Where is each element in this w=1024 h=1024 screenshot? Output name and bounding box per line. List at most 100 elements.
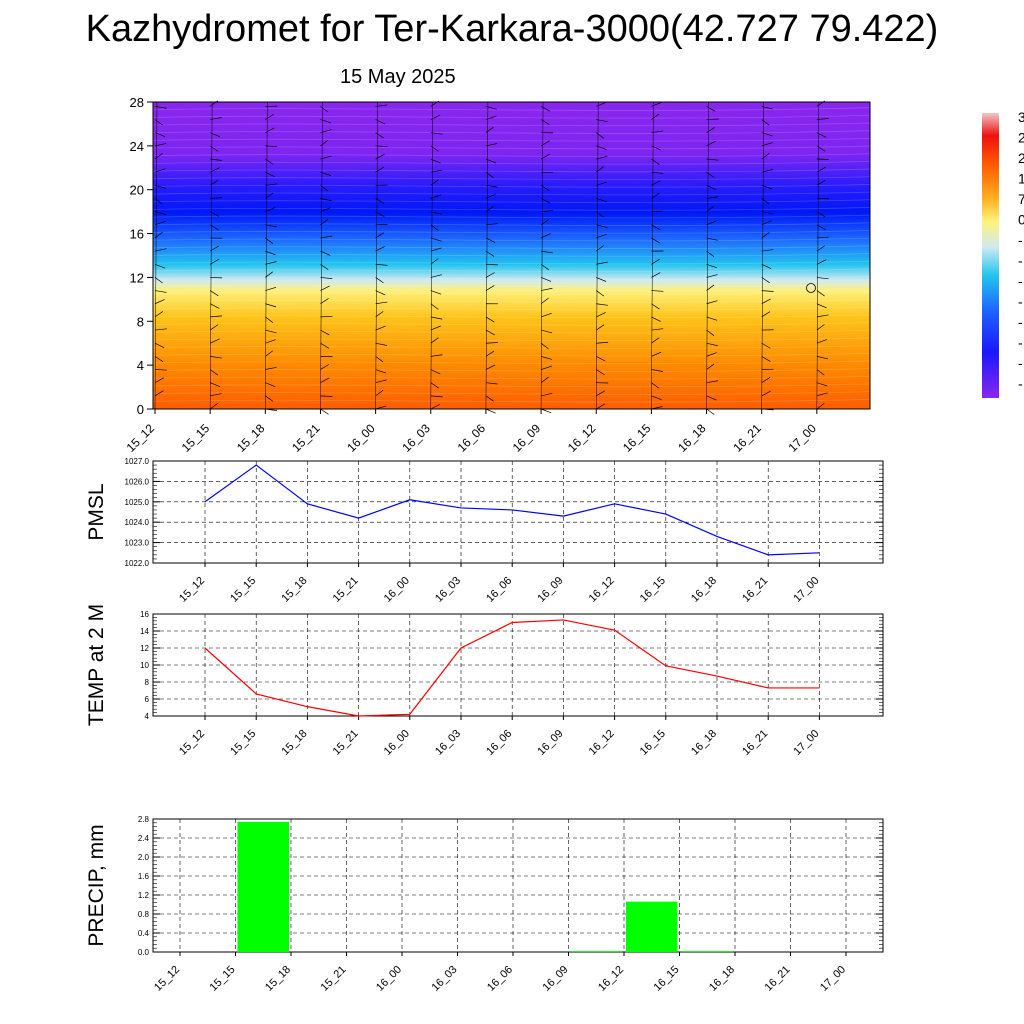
wind-barb [816,324,825,331]
wind-barb [706,316,718,321]
wind-barb [485,263,498,266]
wind-barb [651,337,660,344]
wind-barb [596,324,605,331]
y-tick-label: 1024.0 [125,518,150,527]
x-tick-label: 16_03 [433,575,463,605]
wind-barb [265,224,277,228]
x-tick-label: 15_18 [279,728,309,758]
precip-bar [626,901,678,952]
x-tick-label: 15_12 [177,728,207,758]
wind-barb [761,311,771,318]
y-tick-label: 0.8 [138,910,150,919]
wind-barb [154,221,166,226]
wind-barb [209,369,219,376]
wind-barb [430,211,443,215]
wind-barb [485,350,495,357]
x-tick-label: 15_21 [331,728,361,758]
wind-barb [816,245,826,252]
wind-barb [265,329,277,334]
colorbar-label: - [1018,253,1023,269]
wind-barb [706,342,718,347]
wind-barb [485,316,495,323]
wind-barb [651,224,661,231]
wind-barb [651,382,660,389]
wind-barb [430,337,439,344]
wind-barb [816,356,829,360]
colorbar-label: - [1018,355,1023,371]
wind-barb [485,237,496,243]
wind-barb [816,132,827,138]
wind-barb [265,395,274,402]
wind-column [265,101,268,410]
wind-barb [485,272,495,278]
x-tick-label: 15_18 [279,575,309,605]
x-tick-label: 15_12 [124,421,158,455]
colorbar: 3 2 2 1 7 0 - - - - - - - - [982,109,1024,398]
y-tick-label: 8 [137,314,144,329]
x-tick-label: 16_15 [638,575,668,605]
wind-barb [265,271,273,278]
y-tick-label: 12 [130,270,144,285]
x-tick-label: 15_21 [289,421,323,455]
isotherm-line [152,214,871,219]
x-tick-label: 16_09 [510,421,544,455]
wind-barb [761,390,771,397]
x-tick-label: 15_21 [331,575,361,605]
wind-barb [430,382,439,389]
wind-barb [761,184,773,190]
wind-barb [596,261,608,265]
wind-barb [320,298,329,305]
wind-barb [430,274,442,278]
wind-barb [761,263,772,270]
wind-barb [320,285,330,291]
wind-barb [816,314,829,318]
x-tick-label: 15_15 [228,728,258,758]
wind-barb [596,132,604,139]
wind-barb [154,184,167,189]
wind-barb [540,263,549,271]
wind-barb [320,342,330,349]
x-tick-label: 15_21 [319,964,349,994]
wind-barb [485,171,494,179]
x-tick-label: 16_00 [344,421,378,455]
isotherm-line [152,176,871,180]
wind-barb [154,299,165,305]
wind-column [761,101,764,410]
wind-barb [651,272,661,278]
wind-barb [265,366,277,370]
x-tick-label: 17_00 [791,728,821,758]
wind-barb [651,113,660,120]
wind-barb [265,207,276,212]
wind-barb [154,153,163,160]
x-tick-label: 16_09 [541,964,571,994]
isotherm-line [152,230,871,234]
wind-barb [485,329,495,336]
y-tick-label: 12 [140,644,149,653]
wind-barb [265,261,277,265]
wind-barb [265,286,277,291]
pmsl-panel: 1022.0 1023.0 1024.0 1025.0 1026.0 1027.0 15_1… [85,457,884,605]
wind-barb [320,207,331,212]
isotherm-line [152,114,871,119]
wind-barb [651,351,662,357]
isotherm-line [152,145,871,150]
wind-barb [706,158,719,161]
wind-barb [154,369,167,371]
wind-column [154,101,158,410]
x-tick-label: 16_18 [689,575,719,605]
isotherm-line [152,137,871,142]
colorbar-label: 7 [1018,191,1024,207]
wind-barb [541,210,553,212]
wind-barb [540,119,550,126]
wind-barb [154,390,164,397]
wind-barb [706,300,718,305]
wind-barb [320,315,333,318]
wind-barb [154,377,164,383]
wind-barb [154,356,164,362]
wind-barb [320,408,329,415]
wind-barb [540,356,553,360]
y-axis-title: TEMP at 2 M [85,604,108,726]
wind-barb [706,329,715,336]
y-tick-label: 0.0 [138,948,150,957]
wind-column [706,101,709,410]
